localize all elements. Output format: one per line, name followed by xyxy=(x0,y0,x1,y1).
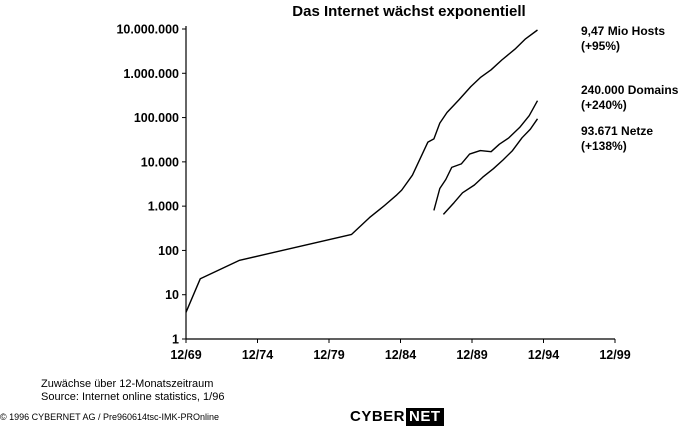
x-tick-labels: 12/69 12/74 12/79 12/84 12/89 12/94 12/99 xyxy=(170,348,630,362)
x-tick-label: 12/74 xyxy=(242,348,273,362)
x-tick-label: 12/99 xyxy=(599,348,630,362)
series-line xyxy=(185,29,538,313)
chart-title: Das Internet wächst exponentiell xyxy=(292,3,525,20)
x-tick-label: 12/89 xyxy=(456,348,487,362)
y-tick-label: 10.000 xyxy=(141,155,179,169)
series-line xyxy=(442,118,539,215)
series-annotation: (+95%) xyxy=(581,39,620,53)
axes xyxy=(182,26,616,343)
y-tick-label: 10 xyxy=(165,288,179,302)
x-tick-label: 12/79 xyxy=(313,348,344,362)
cybernet-logo: CYBER NET xyxy=(349,408,444,426)
x-tick-label: 12/69 xyxy=(170,348,201,362)
x-tick-label: 12/94 xyxy=(528,348,559,362)
y-tick-label: 1 xyxy=(172,333,179,347)
series-annotation: (+138%) xyxy=(581,139,627,153)
series-annotation: 9,47 Mio Hosts xyxy=(581,24,665,38)
series-line xyxy=(433,100,539,211)
y-tick-label: 1.000 xyxy=(148,200,179,214)
series-annotation: (+240%) xyxy=(581,98,627,112)
y-tick-labels: 1 10 100 1.000 10.000 100.000 1.000.000 10.000.… xyxy=(116,23,179,347)
x-tick-label: 12/84 xyxy=(385,348,416,362)
note-source: Source: Internet online statistics, 1/96 xyxy=(41,391,225,403)
series-annotation: 93.671 Netze xyxy=(581,124,653,138)
y-tick-label: 1.000.000 xyxy=(123,67,179,81)
series-annotation: 240.000 Domains xyxy=(581,83,679,97)
series-lines xyxy=(185,29,539,313)
logo-text-cyber: CYBER xyxy=(349,408,407,426)
y-tick-label: 100.000 xyxy=(134,111,179,125)
note-growth-period: Zuwächse über 12-Monatszeitraum xyxy=(41,378,214,390)
series-annotations: 9,47 Mio Hosts(+95%) 240.000 Domains(+240… xyxy=(581,24,679,153)
y-tick-label: 10.000.000 xyxy=(116,23,179,37)
copyright-text: © 1996 CYBERNET AG / Pre960614tsc-IMK-PR… xyxy=(0,412,220,422)
logo-text-net: NET xyxy=(406,408,444,426)
y-tick-label: 100 xyxy=(158,244,179,258)
